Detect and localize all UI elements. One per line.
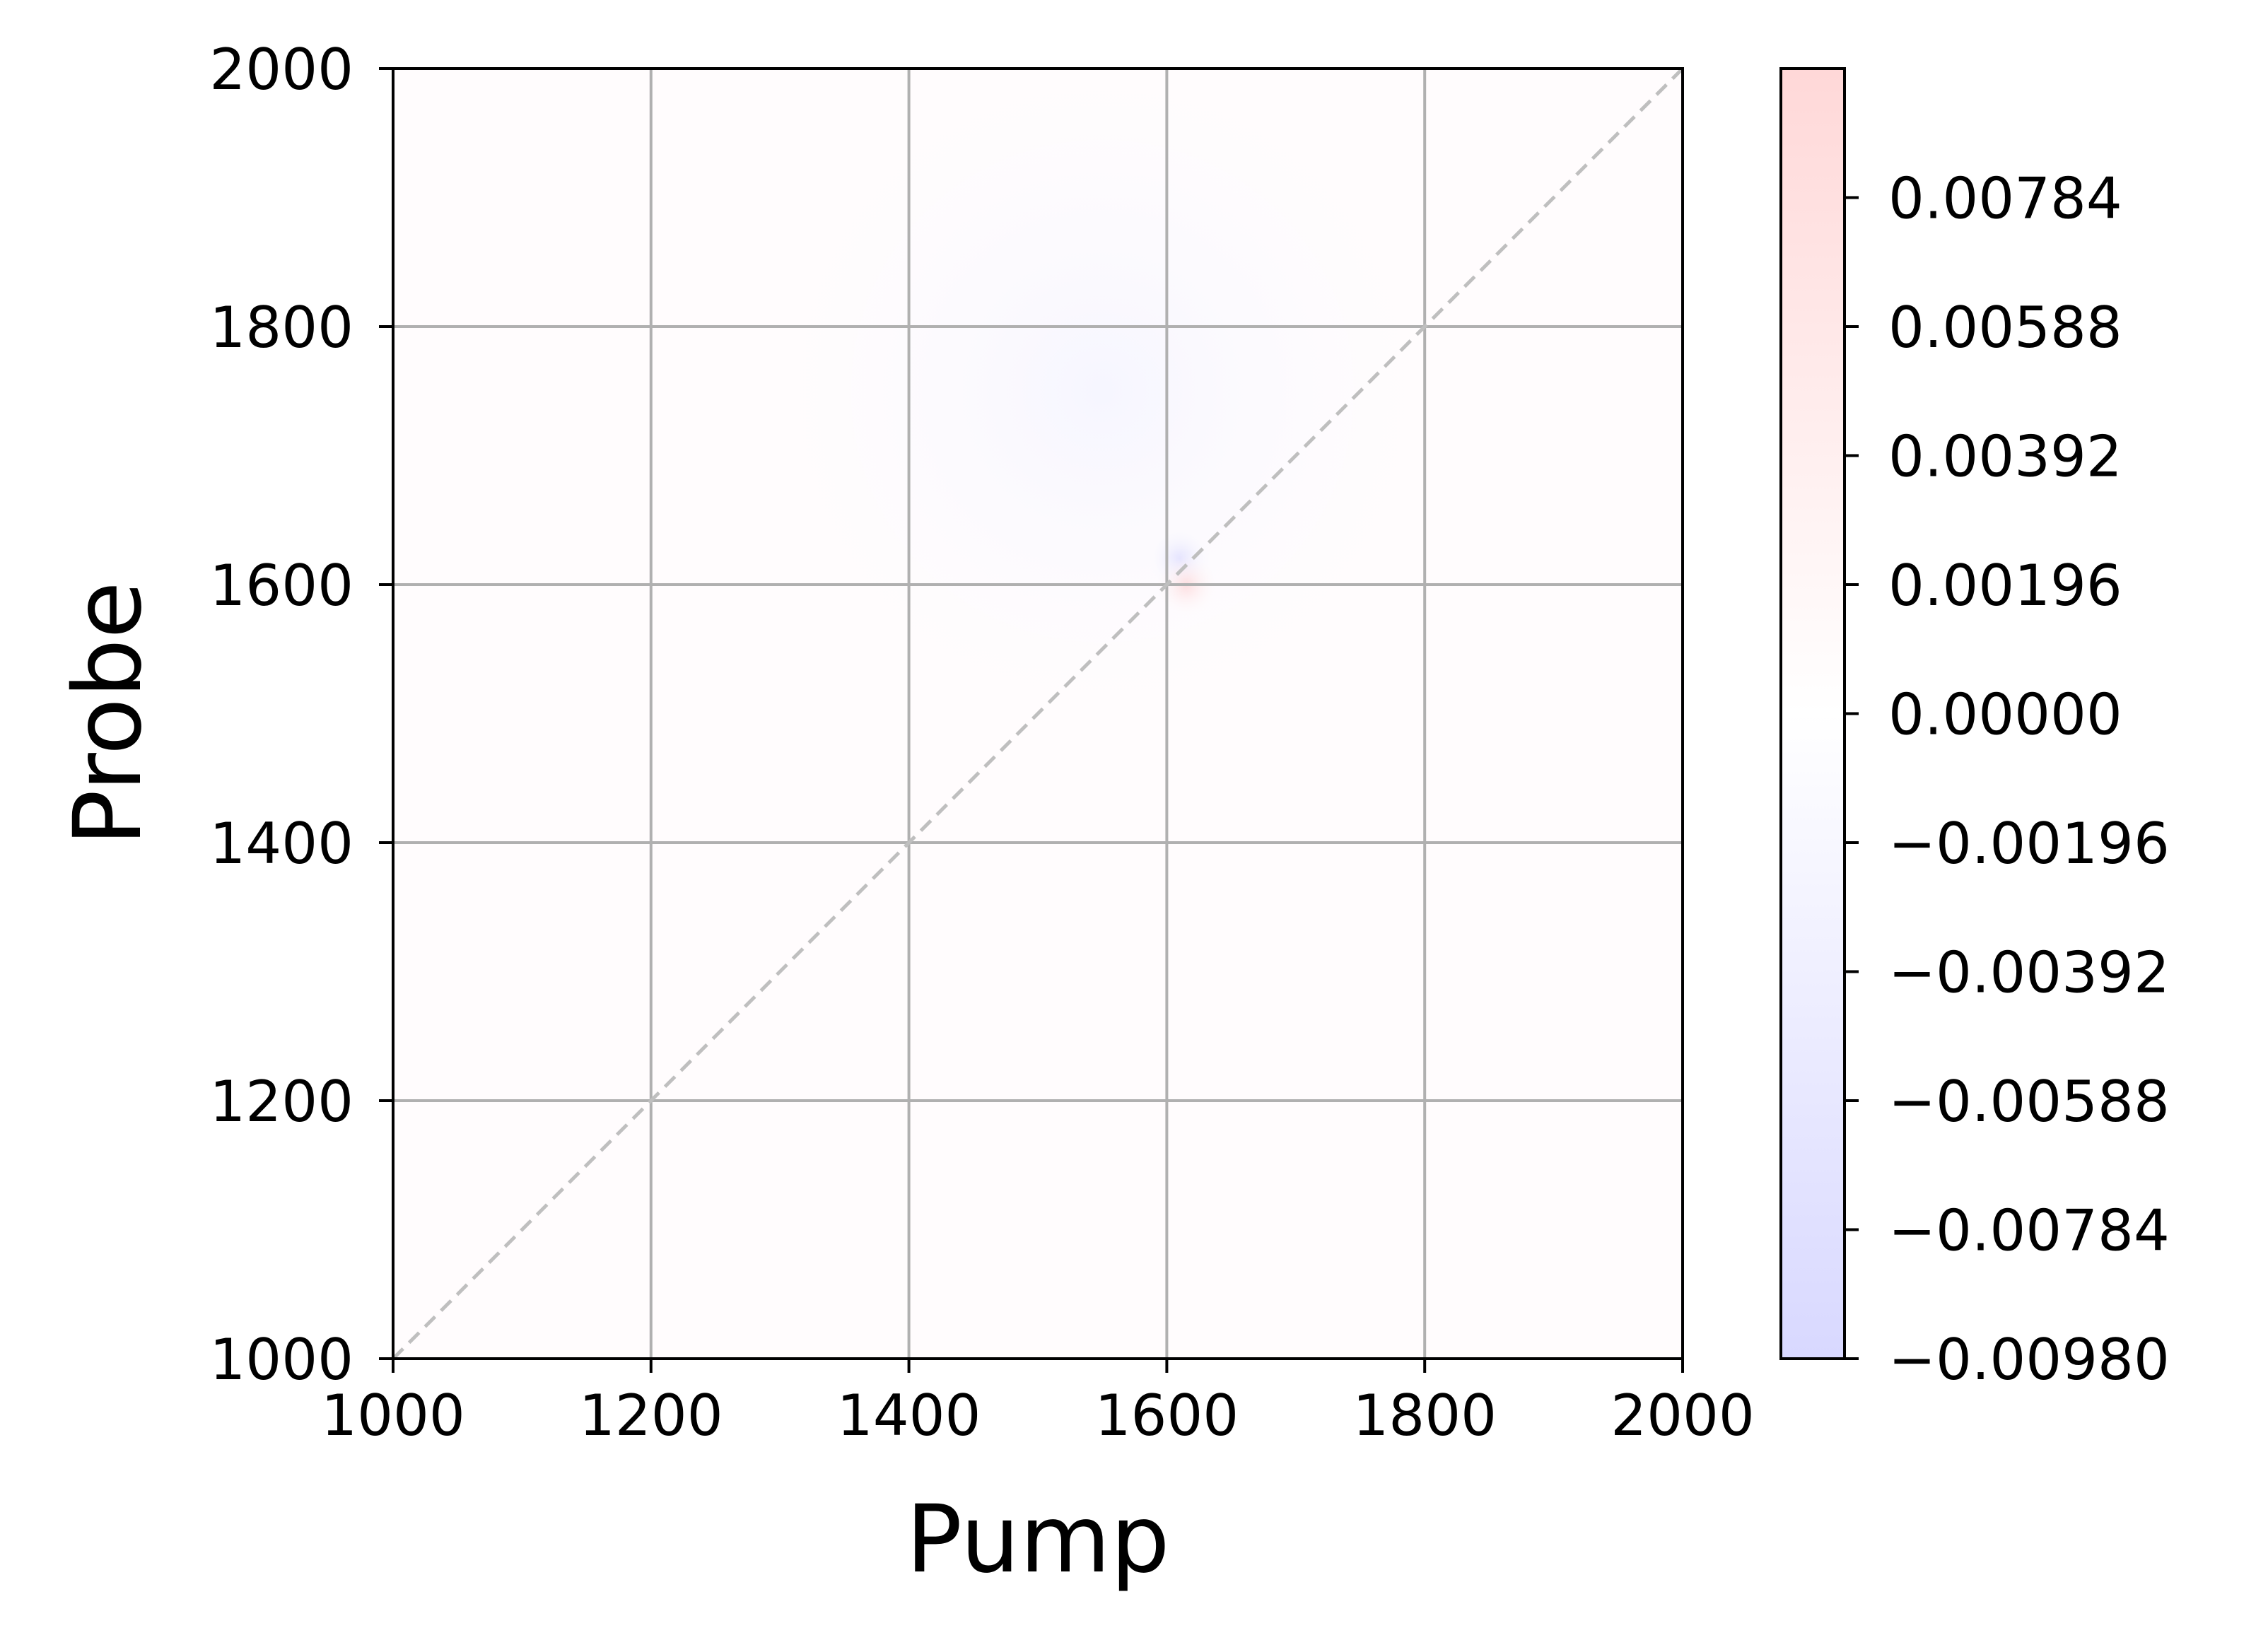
- y-axis-label: Probe: [54, 581, 163, 845]
- x-axis: 1000 1200 1400 1600 1800 2000: [321, 1359, 1755, 1448]
- colorbar-tick-label: −0.00196: [1888, 811, 2170, 877]
- faint-negative-region: [767, 69, 1438, 727]
- x-tick-label: 1600: [1095, 1383, 1239, 1448]
- y-axis: 1000 1200 1400 1600 1800 2000: [209, 37, 393, 1393]
- y-tick-label: 1000: [209, 1327, 353, 1393]
- colorbar-tick-label: 0.00392: [1888, 424, 2122, 490]
- colorbar-tick-label: −0.00392: [1888, 940, 2170, 1006]
- x-tick-label: 1200: [579, 1383, 723, 1448]
- x-axis-label: Pump: [906, 1485, 1169, 1594]
- colorbar-tick-label: 0.00588: [1888, 295, 2122, 361]
- y-tick-label: 1800: [209, 295, 353, 361]
- x-tick-label: 1000: [321, 1383, 465, 1448]
- x-tick-label: 1800: [1352, 1383, 1497, 1448]
- colorbar: 0.00784 0.00588 0.00392 0.00196 0.00000 −0.00…: [1779, 67, 2170, 1393]
- colorbar-tick-label: −0.00980: [1888, 1327, 2170, 1393]
- y-tick-label: 1400: [209, 811, 353, 877]
- colorbar-ticks: 0.00784 0.00588 0.00392 0.00196 0.00000 −0.00…: [1845, 166, 2170, 1393]
- colorbar-tick-label: −0.00588: [1888, 1069, 2170, 1135]
- colorbar-tick-label: 0.00000: [1888, 682, 2122, 748]
- colorbar-tick-label: −0.00784: [1888, 1198, 2170, 1264]
- plot-area: 1000 1200 1400 1600 1800 2000 1000 1200 1400 160…: [209, 37, 1754, 1448]
- colorbar-tick-label: 0.00784: [1888, 166, 2122, 232]
- plot-frame: [392, 67, 1684, 1360]
- x-tick-label: 2000: [1611, 1383, 1755, 1448]
- colorbar-gradient: [1779, 67, 1846, 1360]
- heatmap-features: [767, 69, 1438, 727]
- diagonal-line: [392, 67, 1684, 1360]
- y-tick-label: 1200: [209, 1069, 353, 1135]
- y-tick-label: 2000: [209, 37, 353, 103]
- y-tick-label: 1600: [209, 553, 353, 619]
- x-tick-label: 1400: [837, 1383, 981, 1448]
- colorbar-tick-label: 0.00196: [1888, 553, 2122, 619]
